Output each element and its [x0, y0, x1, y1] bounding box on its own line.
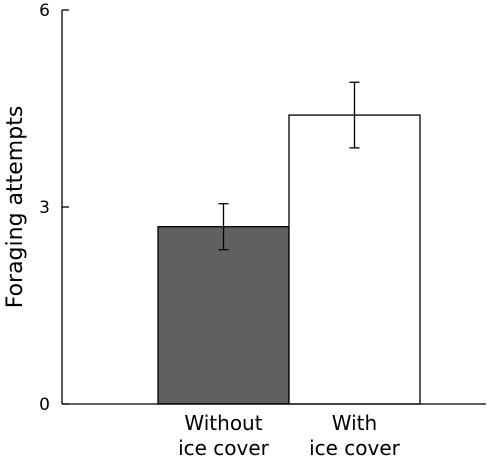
category-label-1-line1: Without [184, 411, 262, 435]
category-label-2-line2: ice cover [309, 436, 401, 460]
y-ticks-layer: 0 3 6 [39, 1, 69, 415]
bar-2 [288, 114, 421, 405]
category-label-1-line2: ice cover [178, 436, 270, 460]
y-tick-label-0: 0 [39, 395, 50, 415]
y-axis-title: Foraging attempts [3, 106, 28, 309]
bar-1 [157, 226, 290, 405]
y-tick-label-3: 3 [39, 198, 50, 218]
bars-layer [157, 114, 421, 405]
category-label-2-line1: With [332, 411, 377, 435]
error-bars-layer [218, 81, 360, 251]
y-tick-label-6: 6 [39, 1, 50, 21]
